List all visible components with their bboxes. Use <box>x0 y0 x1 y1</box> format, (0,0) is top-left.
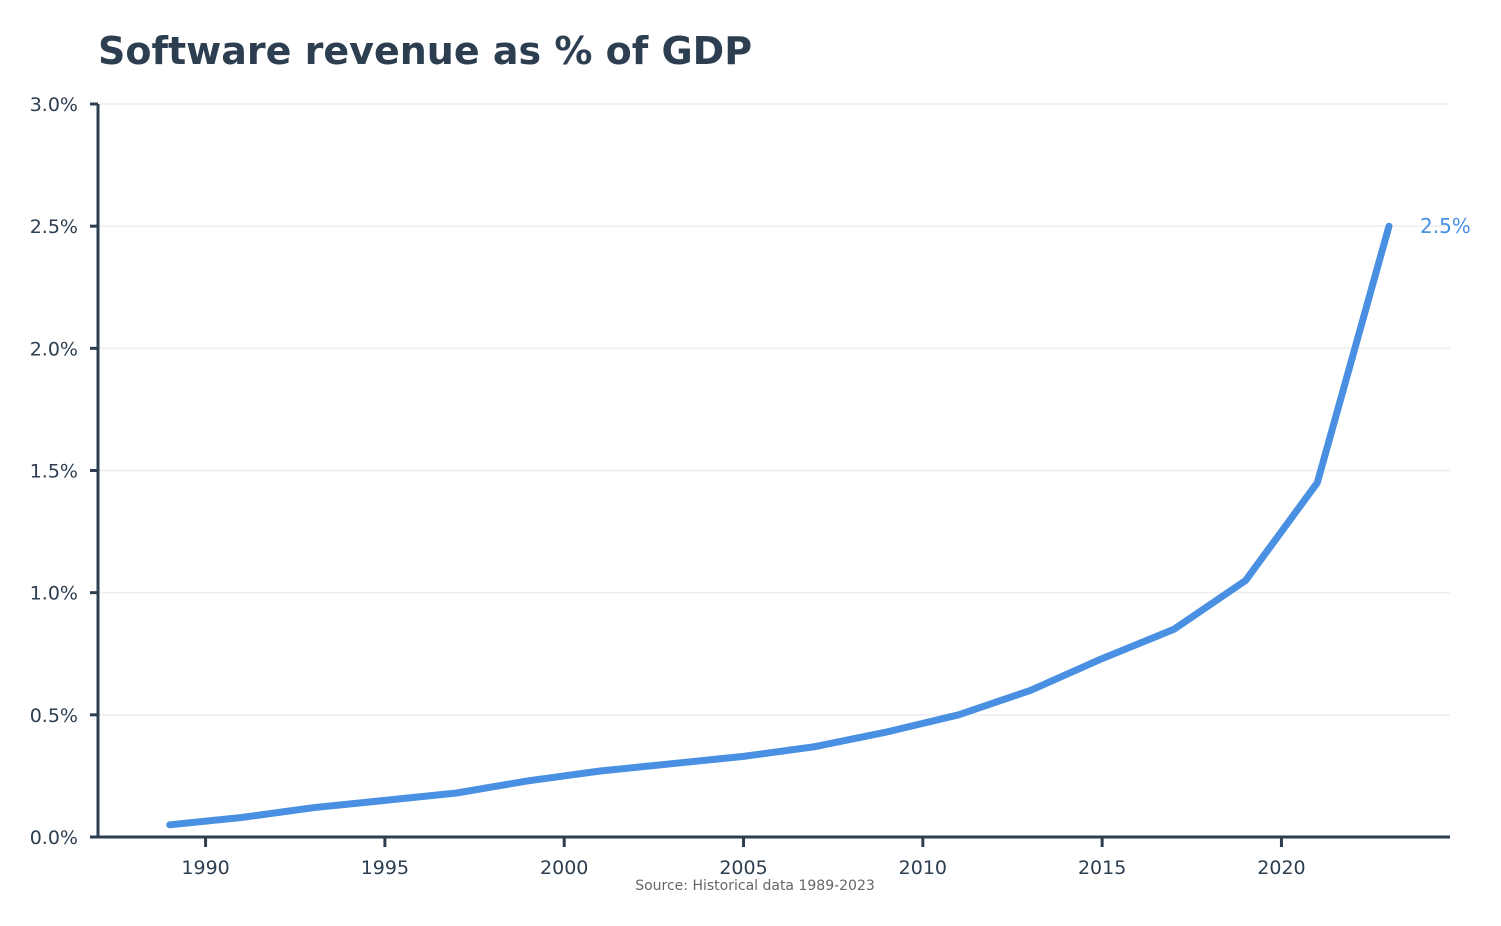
y-tick-label: 1.0% <box>30 583 78 605</box>
x-tick-label: 2020 <box>1257 857 1305 879</box>
series-line <box>166 222 1393 829</box>
x-axis: 1990 1995 2000 2005 2010 2015 2020 <box>98 835 1450 879</box>
series-group <box>166 222 1393 829</box>
x-tick-label: 1995 <box>361 857 409 879</box>
x-tick-label: 1990 <box>181 857 229 879</box>
y-tick-label: 2.0% <box>30 338 78 360</box>
end-value-label: 2.5% <box>1420 214 1471 238</box>
gridlines <box>98 103 1450 716</box>
x-tick-label: 2005 <box>719 857 767 879</box>
source-note: Source: Historical data 1989-2023 <box>635 878 875 894</box>
y-tick-label: 0.5% <box>30 705 78 727</box>
chart-title: Software revenue as % of GDP <box>98 29 752 73</box>
y-tick-label: 0.0% <box>30 827 78 849</box>
y-tick-label: 1.5% <box>30 461 78 483</box>
x-tick-label: 2010 <box>899 857 947 879</box>
y-axis: 0.0% 0.5% 1.0% 1.5% 2.0% 2.5% 3.0% <box>30 94 100 849</box>
x-tick-label: 2015 <box>1078 857 1126 879</box>
y-tick-label: 2.5% <box>30 216 78 238</box>
y-tick-label: 3.0% <box>30 94 78 116</box>
x-tick-label: 2000 <box>540 857 588 879</box>
